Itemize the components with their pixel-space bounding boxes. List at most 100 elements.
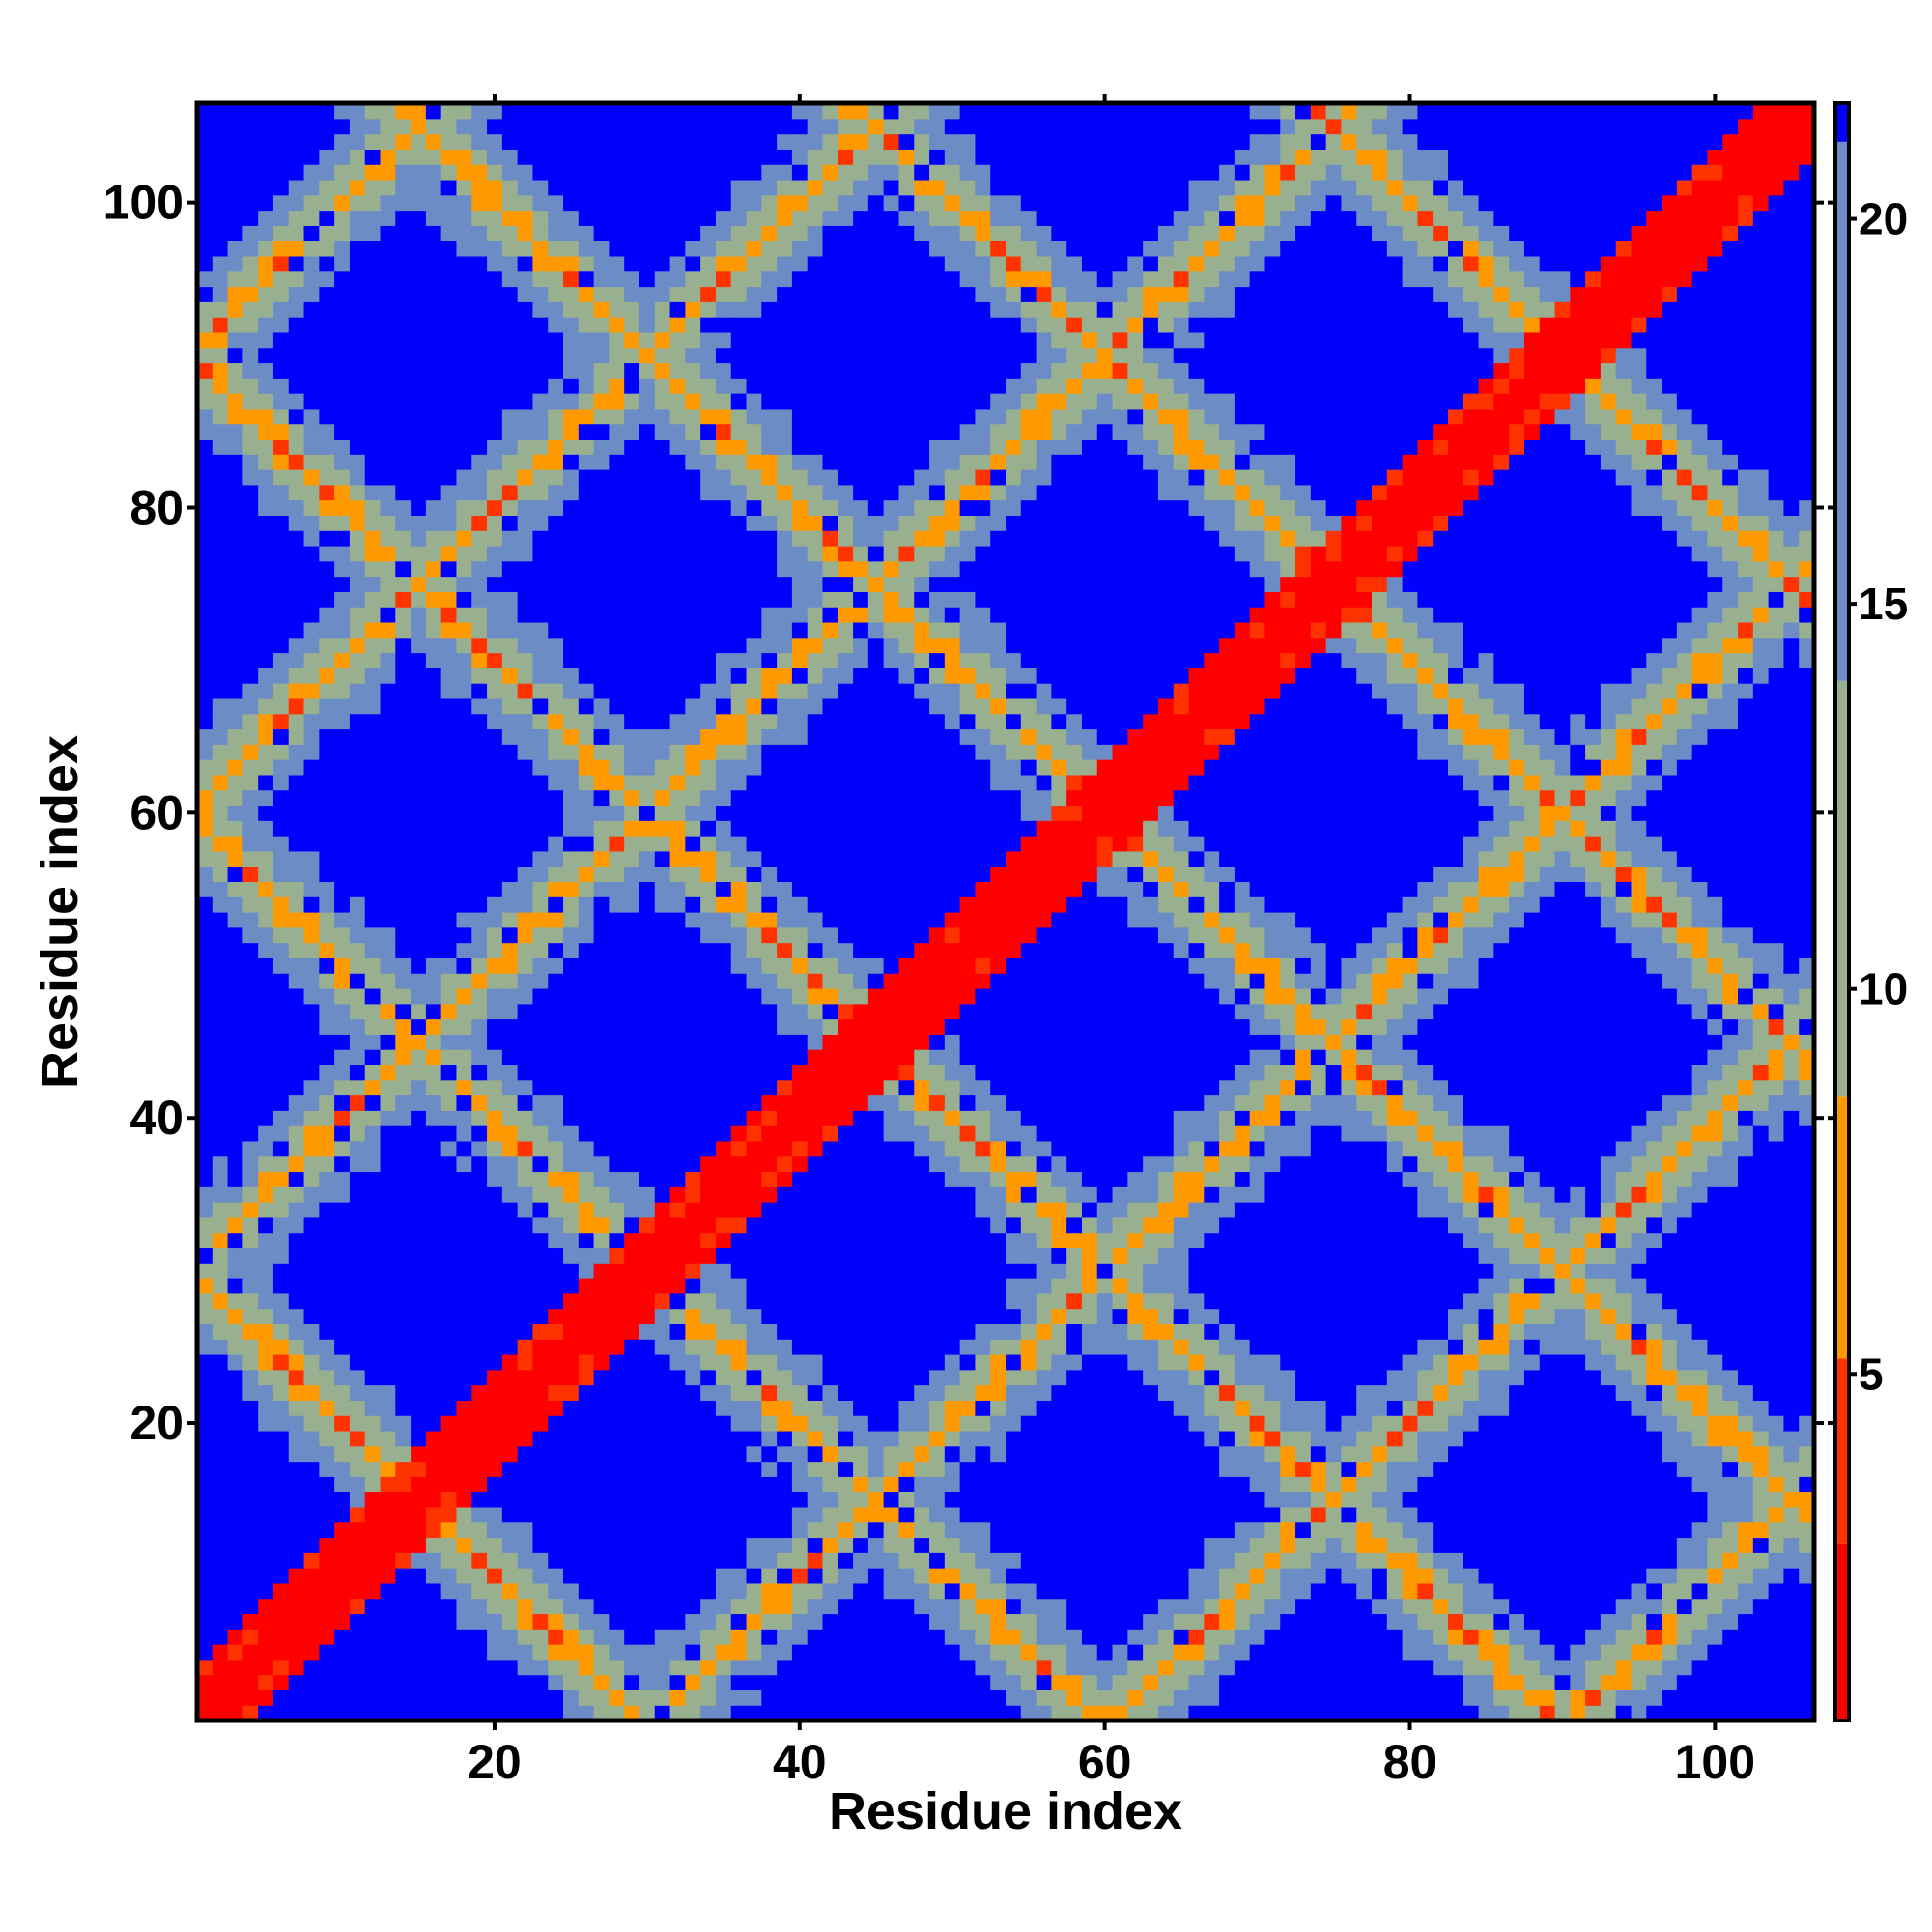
heatmap-cell: [272, 362, 290, 379]
heatmap-cell: [212, 362, 229, 379]
heatmap-cell: [227, 1384, 243, 1401]
heatmap-cell: [288, 668, 305, 684]
heatmap-cell: [578, 1339, 595, 1355]
heatmap-cell: [700, 1552, 717, 1569]
heatmap-cell: [730, 1659, 748, 1676]
heatmap-cell: [746, 1674, 762, 1691]
heatmap-cell: [853, 1079, 869, 1096]
heatmap-cell: [471, 1079, 488, 1096]
heatmap-cell: [471, 194, 488, 212]
heatmap-cell: [440, 1476, 458, 1492]
heatmap-cell: [501, 1613, 519, 1630]
heatmap-cell: [685, 454, 701, 470]
heatmap-cell: [532, 1552, 549, 1569]
heatmap-cell: [669, 591, 686, 608]
heatmap-cell: [898, 1598, 915, 1615]
heatmap-cell: [471, 1155, 488, 1173]
heatmap-cell: [548, 896, 564, 913]
heatmap-cell: [730, 362, 748, 379]
heatmap-cell: [639, 1125, 656, 1142]
heatmap-cell: [669, 225, 686, 242]
heatmap-cell: [349, 1140, 366, 1157]
heatmap-cell: [669, 1247, 686, 1264]
heatmap-cell: [715, 149, 732, 165]
heatmap-cell: [411, 560, 427, 578]
heatmap-cell: [440, 499, 458, 516]
heatmap-cell: [563, 836, 580, 852]
heatmap-cell: [288, 484, 305, 501]
heatmap-cell: [349, 393, 366, 410]
heatmap-cell: [548, 1552, 564, 1569]
heatmap-cell: [227, 1598, 243, 1615]
heatmap-cell: [609, 179, 625, 196]
heatmap-cell: [288, 1003, 305, 1020]
heatmap-cell: [777, 210, 793, 226]
heatmap-cell: [578, 133, 595, 150]
heatmap-cell: [487, 545, 503, 562]
heatmap-cell: [532, 1582, 549, 1600]
heatmap-cell: [532, 1613, 549, 1630]
heatmap-cell: [212, 1415, 229, 1432]
heatmap-cell: [227, 515, 243, 531]
heatmap-cell: [853, 286, 869, 302]
heatmap-cell: [288, 896, 305, 913]
heatmap-cell: [609, 942, 625, 958]
heatmap-cell: [517, 1018, 534, 1035]
heatmap-cell: [517, 1659, 534, 1676]
heatmap-cell: [563, 225, 580, 242]
heatmap-cell: [272, 697, 290, 715]
heatmap-cell: [272, 789, 290, 807]
heatmap-cell: [242, 194, 259, 212]
heatmap-cell: [425, 820, 442, 837]
heatmap-cell: [471, 1216, 488, 1234]
heatmap-cell: [838, 576, 854, 592]
heatmap-cell: [838, 866, 854, 883]
heatmap-cell: [853, 1216, 869, 1234]
heatmap-cell: [395, 957, 412, 974]
heatmap-cell: [532, 1705, 549, 1721]
heatmap-cell: [548, 1003, 564, 1020]
heatmap-cell: [624, 1293, 640, 1310]
heatmap-cell: [593, 393, 610, 410]
heatmap-cell: [777, 301, 793, 318]
heatmap-cell: [867, 423, 885, 440]
heatmap-cell: [517, 942, 534, 958]
heatmap-cell: [258, 774, 274, 791]
heatmap-cell: [532, 454, 549, 470]
heatmap-cell: [807, 241, 824, 257]
heatmap-cell: [639, 408, 656, 425]
heatmap-cell: [425, 241, 442, 257]
heatmap-cell: [242, 1064, 259, 1081]
heatmap-cell: [593, 241, 610, 257]
heatmap-cell: [685, 1247, 701, 1264]
heatmap-cell: [197, 836, 213, 852]
heatmap-cell: [654, 347, 671, 364]
heatmap-cell: [487, 1339, 503, 1355]
heatmap-cell: [532, 393, 549, 410]
heatmap-cell: [349, 576, 366, 592]
heatmap-cell: [395, 1582, 412, 1600]
heatmap-cell: [853, 1034, 869, 1050]
heatmap-cell: [624, 805, 640, 821]
heatmap-cell: [258, 668, 274, 684]
heatmap-cell: [319, 637, 335, 654]
heatmap-cell: [380, 1018, 396, 1035]
heatmap-cell: [715, 576, 732, 592]
heatmap-cell: [456, 987, 472, 1005]
heatmap-cell: [334, 942, 351, 958]
heatmap-cell: [883, 179, 900, 196]
heatmap-cell: [212, 286, 229, 302]
heatmap-cell: [272, 378, 290, 394]
heatmap-cell: [563, 270, 580, 288]
heatmap-cell: [777, 789, 793, 807]
heatmap-cell: [639, 1445, 656, 1463]
heatmap-cell: [807, 225, 824, 242]
heatmap-cell: [411, 225, 427, 242]
heatmap-cell: [471, 1369, 488, 1386]
heatmap-cell: [761, 1125, 778, 1142]
heatmap-cell: [395, 103, 412, 120]
heatmap-cell: [883, 545, 900, 562]
heatmap-cell: [272, 1568, 290, 1584]
heatmap-cell: [487, 317, 503, 333]
heatmap-cell: [517, 133, 534, 150]
